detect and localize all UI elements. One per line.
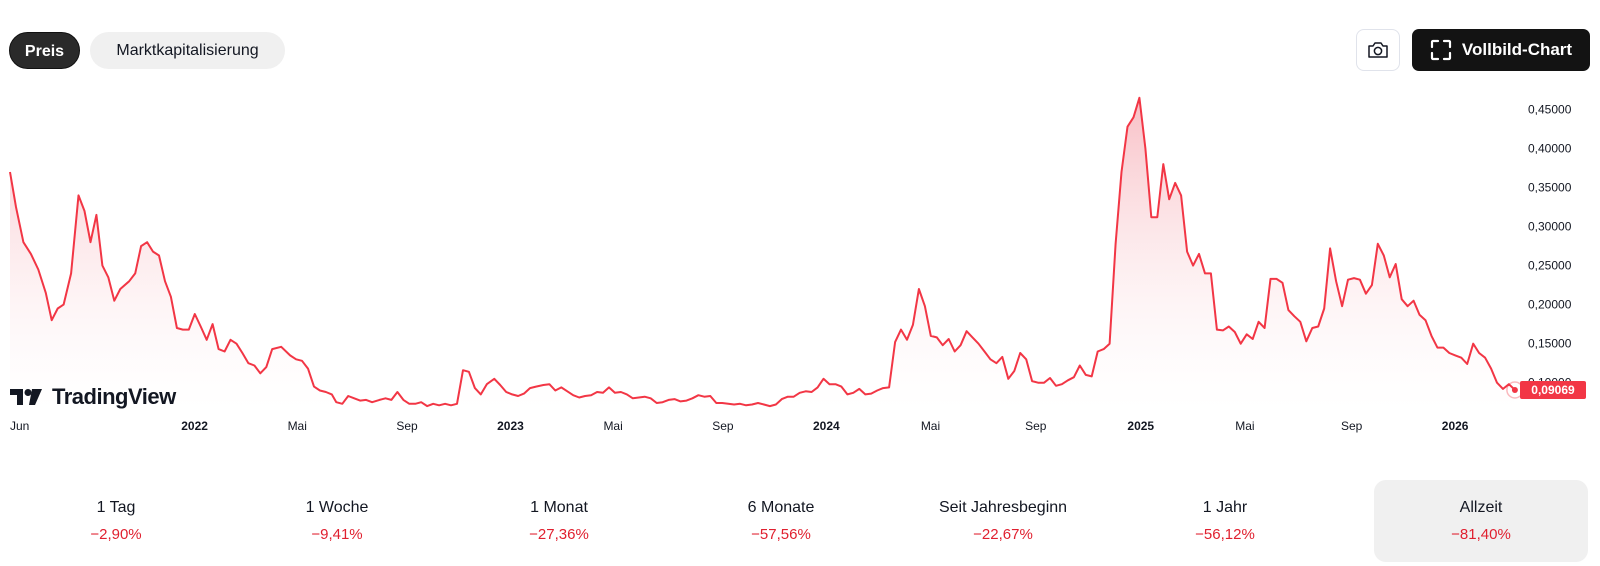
price-line	[9, 96, 1516, 408]
x-tick-label: Mai	[921, 419, 940, 433]
stat-1-week[interactable]: 1 Woche −9,41%	[230, 480, 444, 562]
x-tick-label: Sep	[1025, 419, 1047, 433]
price-chart[interactable]: 0,45000 0,40000 0,35000 0,30000 0,25000 0,200…	[0, 90, 1600, 450]
fullscreen-label: Vollbild-Chart	[1461, 40, 1573, 59]
y-tick-label: 0,35000	[1528, 181, 1572, 195]
x-tick-label: Mai	[1235, 419, 1254, 433]
tradingview-logo-icon	[10, 389, 42, 405]
screenshot-button[interactable]	[1356, 29, 1400, 71]
performance-stats: 1 Tag −2,90% 1 Woche −9,41% 1 Monat −27,…	[0, 480, 1600, 562]
stat-1-month[interactable]: 1 Monat −27,36%	[452, 480, 666, 562]
y-tick-label: 0,15000	[1528, 337, 1572, 351]
fullscreen-icon	[1430, 39, 1452, 61]
stat-1-day[interactable]: 1 Tag −2,90%	[9, 480, 223, 562]
stat-value: −56,12%	[1195, 526, 1255, 543]
stat-6-months[interactable]: 6 Monate −57,56%	[674, 480, 888, 562]
y-tick-label: 0,30000	[1528, 220, 1572, 234]
price-area	[10, 97, 1515, 411]
stat-value: −2,90%	[90, 526, 142, 543]
stat-label: 1 Monat	[530, 499, 588, 516]
y-tick-label: 0,20000	[1528, 298, 1572, 312]
stat-label: Seit Jahresbeginn	[938, 499, 1068, 516]
stat-label: Allzeit	[1459, 499, 1503, 516]
x-tick-label: Jun	[10, 419, 29, 433]
tradingview-logo-text: TradingView	[52, 384, 176, 409]
stat-label: 1 Jahr	[1202, 499, 1248, 516]
y-tick-label: 0,45000	[1528, 103, 1572, 117]
x-tick-label: Mai	[288, 419, 307, 433]
x-axis: Jun 2022 Mai Sep 2023 Mai Sep 2024 Mai Sep 2025 Mai…	[10, 419, 1469, 433]
stat-label: 1 Tag	[96, 499, 136, 516]
last-price-dot	[1511, 386, 1518, 393]
stat-1-year[interactable]: 1 Jahr −56,12%	[1118, 480, 1332, 562]
price-chart-svg: 0,45000 0,40000 0,35000 0,30000 0,25000 0,200…	[9, 96, 1572, 433]
x-tick-label: Sep	[396, 419, 418, 433]
stat-value: −27,36%	[529, 526, 589, 543]
x-tick-label: Mai	[603, 419, 622, 433]
tradingview-logo[interactable]: TradingView	[10, 384, 176, 410]
x-tick-label: 2026	[1442, 419, 1469, 433]
y-tick-label: 0,25000	[1528, 259, 1572, 273]
stat-label: 1 Woche	[305, 499, 369, 516]
x-tick-label: 2023	[497, 419, 524, 433]
x-tick-label: 2024	[813, 419, 840, 433]
camera-icon	[1368, 42, 1388, 58]
chart-toolbar: Preis Marktkapitalisierung Vollbild-Char…	[0, 0, 1600, 100]
x-tick-label: 2025	[1127, 419, 1154, 433]
stat-value: −57,56%	[751, 526, 811, 543]
stat-ytd[interactable]: Seit Jahresbeginn −22,67%	[896, 480, 1110, 562]
stat-value: −22,67%	[973, 526, 1033, 543]
x-tick-label: 2022	[181, 419, 208, 433]
stat-all-time[interactable]: Allzeit −81,40%	[1374, 480, 1588, 562]
last-price-badge: 0,09069	[1520, 380, 1586, 399]
x-tick-label: Sep	[712, 419, 734, 433]
x-tick-label: Sep	[1341, 419, 1363, 433]
stat-value: −9,41%	[311, 526, 363, 543]
stat-value: −81,40%	[1451, 526, 1511, 543]
fullscreen-chart-button[interactable]: Vollbild-Chart	[1412, 29, 1590, 71]
y-axis: 0,45000 0,40000 0,35000 0,30000 0,25000 0,200…	[1528, 103, 1572, 390]
y-tick-label: 0,40000	[1528, 142, 1572, 156]
tab-price[interactable]: Preis	[9, 32, 80, 69]
tab-market-cap[interactable]: Marktkapitalisierung	[90, 32, 285, 69]
stat-label: 6 Monate	[747, 499, 815, 516]
